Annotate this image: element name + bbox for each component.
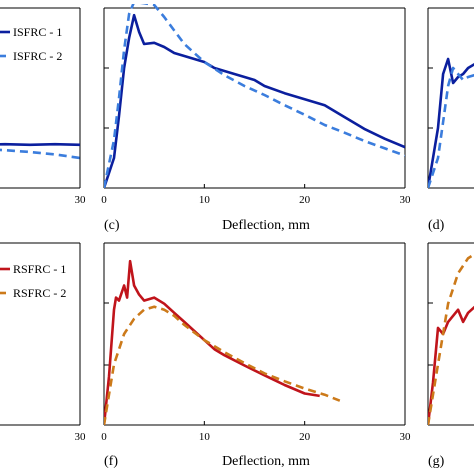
legend-label: RSFRC - 1 bbox=[13, 262, 66, 276]
x-tick-label: 20 bbox=[299, 431, 311, 443]
x-tick-label: 10 bbox=[199, 431, 211, 443]
series-line bbox=[0, 142, 80, 147]
x-tick-label: 30 bbox=[75, 431, 87, 443]
x-tick-label: 20 bbox=[299, 194, 311, 206]
series-line bbox=[428, 253, 474, 425]
series-line bbox=[104, 259, 320, 425]
panel-label: (d) bbox=[428, 218, 445, 233]
panel-label: (f) bbox=[104, 454, 118, 469]
legend-label: RSFRC - 2 bbox=[13, 286, 66, 300]
panel-label: (g) bbox=[428, 454, 445, 469]
x-tick-label: 30 bbox=[400, 431, 412, 443]
x-axis-label: Deflection, mm bbox=[222, 218, 310, 233]
series-line bbox=[428, 66, 474, 188]
legend-label: ISFRC - 1 bbox=[13, 25, 62, 39]
series-line bbox=[428, 305, 474, 425]
x-axis-label: Deflection, mm bbox=[222, 454, 310, 469]
x-tick-label: 10 bbox=[199, 194, 211, 206]
series-line bbox=[104, 305, 341, 425]
x-tick-label: 30 bbox=[75, 194, 87, 206]
series-line bbox=[104, 4, 405, 188]
series-line bbox=[0, 148, 80, 160]
panel-label: (c) bbox=[104, 218, 120, 233]
series-line bbox=[428, 57, 474, 188]
x-tick-label: 0 bbox=[101, 431, 107, 443]
x-tick-label: 0 bbox=[101, 194, 107, 206]
x-tick-label: 30 bbox=[400, 194, 412, 206]
series-line bbox=[104, 13, 405, 188]
legend-label: ISFRC - 2 bbox=[13, 49, 62, 63]
